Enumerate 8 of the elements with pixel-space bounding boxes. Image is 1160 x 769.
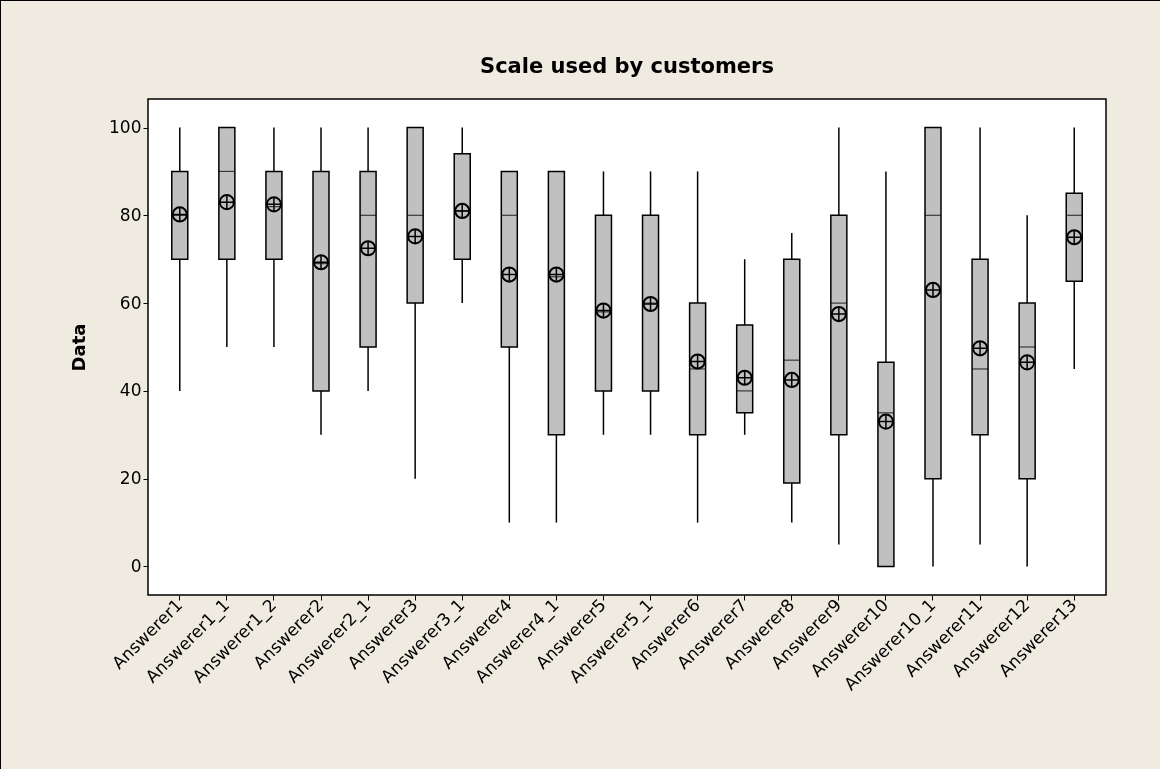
chart-title: Scale used by customers	[480, 54, 774, 78]
y-tick-label: 40	[119, 380, 142, 401]
y-tick-label: 80	[119, 204, 142, 225]
y-tick-label: 60	[119, 292, 142, 313]
y-tick-label: 20	[119, 468, 142, 489]
y-axis-title: Data	[68, 323, 90, 372]
y-tick-label: 100	[109, 117, 142, 138]
y-tick-label: 0	[130, 555, 142, 576]
